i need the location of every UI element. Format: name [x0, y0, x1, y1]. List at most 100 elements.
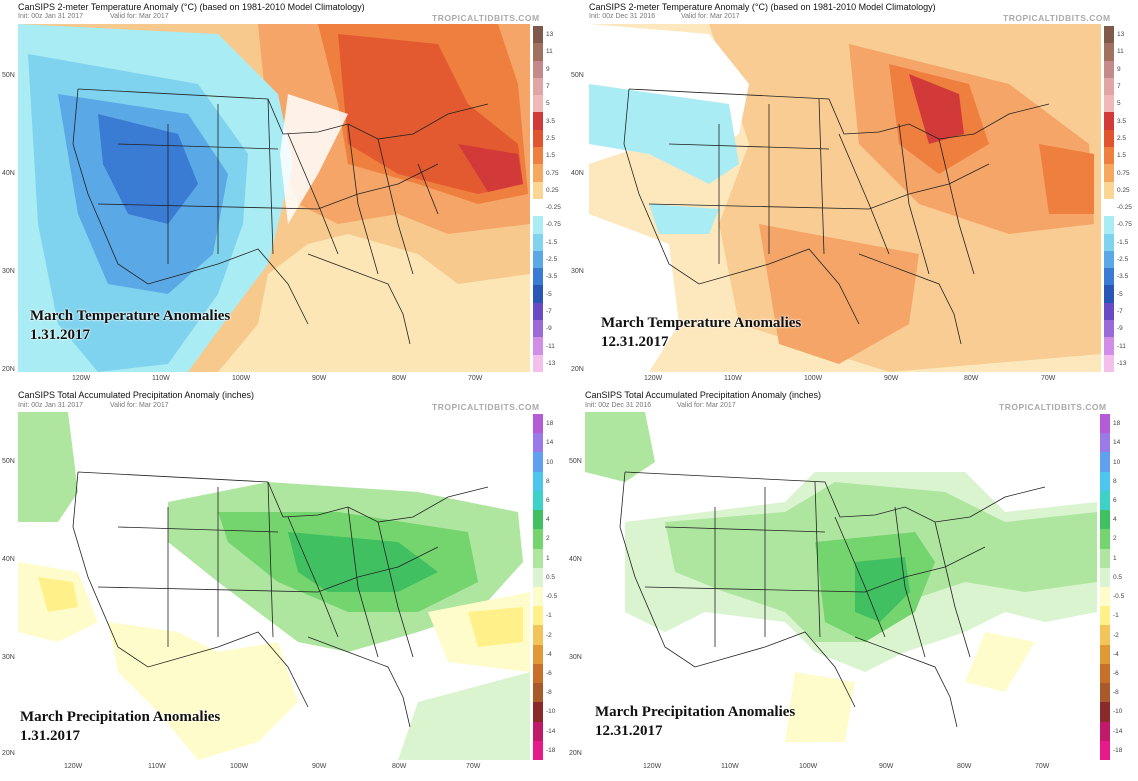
- colorbar-label: 13: [546, 31, 554, 39]
- lat-label: 20N: [571, 366, 584, 373]
- lon-label: 100W: [804, 375, 823, 382]
- colorbar-label: -0.25: [546, 204, 561, 212]
- colorbar-label: -9: [546, 325, 552, 333]
- brand-watermark: TROPICALTIDBITS.COM: [432, 13, 540, 23]
- colorbar-label: -8: [546, 689, 552, 697]
- colorbar-label: 10: [1113, 458, 1121, 466]
- init-time: Init: 00z Dec 31 2016: [589, 13, 656, 20]
- colorbar-swatch: [533, 320, 543, 338]
- panel-title: CanSIPS Total Accumulated Precipitation …: [18, 390, 254, 400]
- panel-title: CanSIPS 2-meter Temperature Anomaly (°C)…: [18, 2, 365, 12]
- colorbar-swatch: [533, 625, 543, 645]
- colorbar-swatch: [1100, 644, 1110, 664]
- colorbar-swatch: [533, 181, 543, 199]
- colorbar-label: 0.25: [1117, 186, 1130, 194]
- overlay-date: 1.31.2017: [20, 728, 80, 744]
- panel-precip-jan: CanSIPS Total Accumulated Precipitation …: [0, 390, 569, 781]
- colorbar-swatch: [533, 644, 543, 664]
- colorbar-swatch: [1104, 198, 1114, 217]
- overlay-date: 1.31.2017: [30, 327, 90, 343]
- colorbar-swatch: [1100, 663, 1110, 684]
- valid-time: Valid for: Mar 2017: [677, 402, 736, 409]
- colorbar-label: -8: [1113, 689, 1119, 697]
- overlay-title: March Precipitation Anomalies: [20, 709, 221, 725]
- lat-label: 40N: [571, 170, 584, 177]
- colorbar-swatch: [533, 490, 543, 511]
- lon-label: 90W: [879, 763, 894, 770]
- colorbar-swatch: [533, 285, 543, 303]
- lon-label: 120W: [64, 763, 83, 770]
- colorbar-labels: 18 14 10 8 6 4 2 1 0.5 -0.5 -1 -2 -4 -6 -8 -10 -14 -18: [546, 414, 568, 760]
- colorbar-swatch: [1104, 250, 1114, 269]
- valid-time: Valid for: Mar 2017: [110, 13, 169, 20]
- lon-label: 110W: [152, 375, 170, 382]
- colorbar-swatch: [1104, 26, 1114, 44]
- precip-anomaly-field: [585, 412, 1097, 760]
- overlay-caption: March Temperature Anomalies 1.31.2017: [30, 307, 230, 345]
- lon-label: 120W: [643, 763, 662, 770]
- lon-label: 70W: [1041, 375, 1056, 382]
- lon-label: 90W: [312, 375, 327, 382]
- lon-label: 70W: [468, 375, 483, 382]
- colorbar: [1104, 26, 1114, 372]
- colorbar-swatch: [533, 567, 543, 587]
- colorbar-label: 11: [546, 48, 553, 56]
- overlay-caption: March Precipitation Anomalies 1.31.2017: [20, 708, 220, 746]
- colorbar-label: -9: [1117, 325, 1123, 333]
- colorbar: [533, 414, 543, 760]
- colorbar-swatch: [1100, 433, 1110, 453]
- colorbar-swatch: [1104, 164, 1114, 182]
- colorbar-label: 1.5: [546, 152, 556, 160]
- lon-label: 90W: [884, 375, 899, 382]
- colorbar-swatch: [1100, 740, 1110, 760]
- colorbar-swatch: [533, 129, 543, 148]
- colorbar-swatch: [533, 354, 543, 372]
- colorbar-swatch: [1104, 320, 1114, 338]
- brand-watermark: TROPICALTIDBITS.COM: [1003, 13, 1111, 23]
- colorbar-label: -2.5: [1117, 256, 1129, 264]
- colorbar-swatch: [533, 548, 543, 568]
- lon-label: 110W: [724, 375, 742, 382]
- overlay-title: March Temperature Anomalies: [601, 315, 802, 331]
- colorbar-label: -10: [1113, 708, 1123, 716]
- colorbar-label: 9: [546, 65, 550, 73]
- colorbar-label: -2: [546, 631, 552, 639]
- colorbar-swatch: [1100, 490, 1110, 511]
- colorbar-swatch: [1104, 112, 1114, 130]
- colorbar-swatch: [533, 337, 543, 355]
- colorbar-swatch: [533, 740, 543, 760]
- precip-anomaly-field: [18, 412, 530, 760]
- panel-precip-dec: CanSIPS Total Accumulated Precipitation …: [569, 390, 1138, 781]
- init-time: Init: 00z Jan 31 2017: [18, 13, 83, 20]
- init-time: Init: 00z Jan 31 2017: [18, 402, 83, 409]
- colorbar-label: 1.5: [1117, 152, 1127, 160]
- colorbar-swatch: [1104, 60, 1114, 78]
- colorbar-label: 8: [1113, 477, 1117, 485]
- lon-label: 80W: [957, 763, 972, 770]
- lon-label: 120W: [72, 375, 91, 382]
- colorbar-swatch: [1100, 471, 1110, 491]
- colorbar-label: 2: [546, 535, 550, 543]
- colorbar-swatch: [533, 198, 543, 217]
- colorbar-swatch: [533, 250, 543, 269]
- colorbar-label: -10: [546, 708, 556, 716]
- overlay-caption: March Temperature Anomalies 12.31.2017: [601, 314, 801, 352]
- colorbar-label: 14: [1113, 439, 1121, 447]
- lat-label: 20N: [2, 366, 15, 373]
- colorbar-swatch: [1104, 285, 1114, 303]
- colorbar-swatch: [1100, 510, 1110, 530]
- lat-label: 30N: [2, 654, 15, 661]
- colorbar-swatch: [533, 147, 543, 165]
- colorbar-swatch: [533, 302, 543, 321]
- colorbar-label: -11: [1117, 342, 1126, 350]
- colorbar-label: 1: [546, 554, 550, 562]
- lon-label: 80W: [392, 763, 407, 770]
- lon-label: 100W: [230, 763, 249, 770]
- lon-label: 110W: [721, 763, 739, 770]
- lat-label: 30N: [569, 654, 582, 661]
- colorbar-swatch: [533, 452, 543, 472]
- lat-label: 50N: [569, 458, 582, 465]
- colorbar-label: 7: [1117, 83, 1121, 91]
- colorbar-label: -7: [546, 307, 552, 315]
- colorbar-label: -1.5: [546, 238, 558, 246]
